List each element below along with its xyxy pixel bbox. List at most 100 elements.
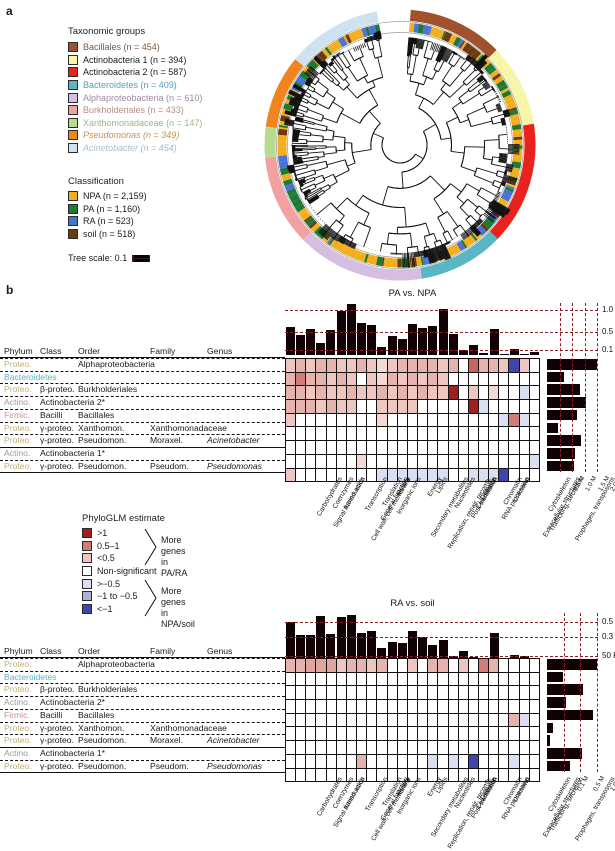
heatmap-cell[interactable] xyxy=(488,412,500,428)
heatmap-cell[interactable] xyxy=(427,426,439,442)
heatmap-cell[interactable] xyxy=(366,712,378,728)
heatmap-cell[interactable] xyxy=(457,440,469,455)
heatmap-cell[interactable] xyxy=(488,699,500,714)
heatmap-cell[interactable] xyxy=(396,712,408,728)
heatmap-cell[interactable] xyxy=(437,712,449,728)
heatmap-cell[interactable] xyxy=(376,671,388,687)
heatmap-cell[interactable] xyxy=(284,740,297,755)
heatmap-cell[interactable] xyxy=(528,740,541,755)
heatmap-cell[interactable] xyxy=(447,412,459,428)
heatmap-cell[interactable] xyxy=(447,767,459,783)
heatmap-cell[interactable] xyxy=(518,385,530,401)
heatmap-cell[interactable] xyxy=(335,385,347,401)
heatmap-cell[interactable] xyxy=(467,685,479,701)
heatmap-cell[interactable] xyxy=(366,467,378,483)
heatmap-cell[interactable] xyxy=(467,753,479,769)
heatmap-cell[interactable] xyxy=(498,467,510,483)
heatmap-cell[interactable] xyxy=(376,740,388,755)
heatmap-cell[interactable] xyxy=(518,740,530,755)
heatmap-cell[interactable] xyxy=(467,426,479,442)
heatmap-cell[interactable] xyxy=(467,740,479,755)
heatmap-cell[interactable] xyxy=(488,753,500,769)
heatmap-cell[interactable] xyxy=(345,767,358,783)
heatmap-cell[interactable] xyxy=(284,658,297,673)
heatmap-cell[interactable] xyxy=(305,412,317,428)
heatmap-cell[interactable] xyxy=(447,426,459,442)
heatmap-cell[interactable] xyxy=(528,685,541,701)
heatmap-cell[interactable] xyxy=(396,412,408,428)
heatmap-cell[interactable] xyxy=(335,740,347,755)
heatmap-cell[interactable] xyxy=(477,740,490,755)
heatmap-cell[interactable] xyxy=(498,385,510,401)
heatmap-cell[interactable] xyxy=(305,740,317,755)
heatmap-cell[interactable] xyxy=(508,712,520,728)
heatmap-cell[interactable] xyxy=(457,412,469,428)
heatmap-cell[interactable] xyxy=(345,440,358,455)
heatmap-cell[interactable] xyxy=(477,658,490,673)
heatmap-cell[interactable] xyxy=(508,726,520,742)
heatmap-cell[interactable] xyxy=(437,658,449,673)
heatmap-cell[interactable] xyxy=(315,685,327,701)
heatmap-cell[interactable] xyxy=(325,399,337,414)
heatmap-cell[interactable] xyxy=(518,453,530,469)
heatmap-cell[interactable] xyxy=(356,712,368,728)
heatmap-cell[interactable] xyxy=(305,671,317,687)
heatmap-cell[interactable] xyxy=(508,671,520,687)
heatmap-cell[interactable] xyxy=(508,753,520,769)
heatmap-cell[interactable] xyxy=(427,767,439,783)
heatmap-cell[interactable] xyxy=(396,753,408,769)
heatmap-cell[interactable] xyxy=(457,753,469,769)
heatmap-cell[interactable] xyxy=(498,658,510,673)
heatmap-cell[interactable] xyxy=(366,658,378,673)
heatmap-cell[interactable] xyxy=(457,399,469,414)
heatmap-cell[interactable] xyxy=(295,767,307,783)
heatmap-cell[interactable] xyxy=(406,467,419,483)
heatmap-cell[interactable] xyxy=(356,371,368,387)
heatmap-cell[interactable] xyxy=(396,385,408,401)
heatmap-cell[interactable] xyxy=(396,453,408,469)
heatmap-cell[interactable] xyxy=(406,726,419,742)
heatmap-cell[interactable] xyxy=(437,399,449,414)
heatmap-cell[interactable] xyxy=(427,412,439,428)
heatmap-cell[interactable] xyxy=(345,726,358,742)
heatmap-cell[interactable] xyxy=(447,685,459,701)
heatmap-cell[interactable] xyxy=(417,753,429,769)
heatmap-cell[interactable] xyxy=(315,399,327,414)
heatmap-cell[interactable] xyxy=(457,385,469,401)
heatmap-cell[interactable] xyxy=(284,712,297,728)
heatmap-cell[interactable] xyxy=(477,385,490,401)
heatmap-cell[interactable] xyxy=(457,699,469,714)
heatmap-cell[interactable] xyxy=(477,753,490,769)
heatmap-cell[interactable] xyxy=(498,412,510,428)
heatmap-cell[interactable] xyxy=(417,426,429,442)
heatmap-cell[interactable] xyxy=(488,726,500,742)
heatmap-cell[interactable] xyxy=(335,767,347,783)
heatmap-cell[interactable] xyxy=(284,440,297,455)
heatmap-cell[interactable] xyxy=(386,358,398,373)
heatmap-cell[interactable] xyxy=(335,685,347,701)
heatmap-cell[interactable] xyxy=(345,412,358,428)
heatmap-cell[interactable] xyxy=(295,358,307,373)
heatmap-cell[interactable] xyxy=(457,685,469,701)
heatmap-cell[interactable] xyxy=(325,671,337,687)
heatmap-cell[interactable] xyxy=(305,726,317,742)
heatmap-cell[interactable] xyxy=(406,767,419,783)
heatmap-cell[interactable] xyxy=(386,712,398,728)
heatmap-cell[interactable] xyxy=(518,767,530,783)
heatmap-cell[interactable] xyxy=(366,426,378,442)
heatmap-cell[interactable] xyxy=(447,753,459,769)
heatmap-cell[interactable] xyxy=(406,399,419,414)
heatmap-cell[interactable] xyxy=(498,426,510,442)
heatmap-cell[interactable] xyxy=(335,412,347,428)
heatmap-cell[interactable] xyxy=(477,467,490,483)
heatmap-cell[interactable] xyxy=(417,685,429,701)
heatmap-cell[interactable] xyxy=(427,399,439,414)
heatmap-cell[interactable] xyxy=(437,467,449,483)
heatmap-cell[interactable] xyxy=(345,699,358,714)
heatmap-cell[interactable] xyxy=(477,685,490,701)
heatmap-cell[interactable] xyxy=(437,412,449,428)
heatmap-cell[interactable] xyxy=(295,712,307,728)
heatmap-cell[interactable] xyxy=(406,740,419,755)
heatmap-cell[interactable] xyxy=(467,412,479,428)
heatmap-cell[interactable] xyxy=(498,671,510,687)
